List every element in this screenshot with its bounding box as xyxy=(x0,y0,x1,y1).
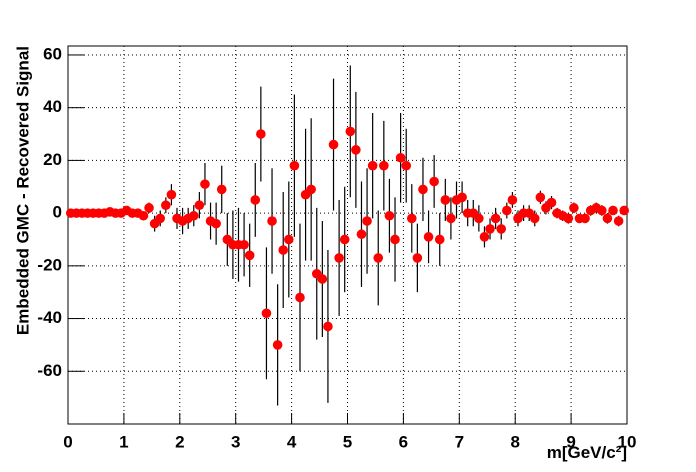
data-point xyxy=(200,179,210,189)
x-tick-label: 8 xyxy=(510,432,519,451)
data-point xyxy=(412,253,423,263)
data-point xyxy=(261,308,272,319)
data-point xyxy=(502,205,512,216)
data-point xyxy=(418,184,428,195)
data-point xyxy=(244,250,255,261)
data-point xyxy=(529,213,540,224)
data-point xyxy=(507,195,518,205)
data-point xyxy=(295,292,305,303)
data-point xyxy=(406,213,417,224)
data-point xyxy=(546,197,557,208)
data-point xyxy=(384,210,395,221)
x-tick-label: 5 xyxy=(343,432,352,451)
x-tick-label: 7 xyxy=(455,432,464,451)
data-point xyxy=(267,216,277,226)
data-point xyxy=(535,192,546,203)
data-point xyxy=(613,216,624,226)
y-tick-label: -60 xyxy=(37,361,62,380)
data-point xyxy=(440,195,451,205)
data-point xyxy=(334,253,344,263)
data-point xyxy=(446,213,456,224)
x-tick-label: 2 xyxy=(175,432,184,451)
data-point xyxy=(323,321,333,332)
y-tick-label: 0 xyxy=(53,203,62,222)
data-point xyxy=(289,160,300,171)
data-point xyxy=(317,274,328,284)
x-tick-label: 1 xyxy=(119,432,128,451)
data-point xyxy=(619,205,630,216)
data-point xyxy=(569,203,579,213)
data-point xyxy=(390,234,400,245)
y-tick-label: 60 xyxy=(43,44,62,63)
plot-frame xyxy=(67,45,628,425)
data-point xyxy=(188,210,199,221)
y-tick-label: 40 xyxy=(43,97,62,116)
data-point xyxy=(345,126,356,137)
data-point xyxy=(239,239,249,250)
data-point xyxy=(216,184,227,195)
y-tick-label: 20 xyxy=(43,150,62,169)
data-point xyxy=(306,184,316,195)
data-point xyxy=(373,253,384,263)
data-point xyxy=(490,213,501,224)
data-point xyxy=(278,245,289,255)
x-tick-label: 4 xyxy=(287,432,297,451)
x-axis-title: m[GeV/c²] xyxy=(547,443,627,462)
data-point xyxy=(356,229,367,240)
data-point xyxy=(401,160,411,171)
data-point xyxy=(144,203,154,213)
data-point xyxy=(272,340,283,350)
data-point xyxy=(211,218,221,229)
data-point xyxy=(580,213,590,224)
x-tick-label: 3 xyxy=(231,432,240,451)
data-point xyxy=(429,176,439,187)
data-point xyxy=(362,216,372,226)
data-point xyxy=(328,139,339,150)
data-point xyxy=(194,200,205,211)
data-point xyxy=(423,232,434,242)
y-axis-title: Embedded GMC - Recovered Signal xyxy=(13,46,32,335)
data-point xyxy=(379,160,389,171)
data-point xyxy=(474,213,484,224)
data-point xyxy=(608,205,618,216)
data-point xyxy=(496,224,507,234)
x-tick-label: 9 xyxy=(566,432,575,451)
data-point xyxy=(563,213,574,224)
y-tick-label: -20 xyxy=(37,255,62,274)
data-point xyxy=(485,224,495,234)
data-point xyxy=(457,192,467,203)
x-tick-label: 0 xyxy=(63,432,72,451)
data-point xyxy=(395,152,406,163)
data-point xyxy=(155,213,166,224)
data-point xyxy=(351,145,361,155)
data-point xyxy=(284,234,294,245)
data-point xyxy=(339,234,350,245)
y-tick-label: -40 xyxy=(37,308,62,327)
data-point xyxy=(166,189,177,200)
data-point xyxy=(479,232,490,242)
data-point xyxy=(434,234,445,245)
x-tick-label: 10 xyxy=(618,432,637,451)
data-point xyxy=(138,210,149,221)
data-point xyxy=(250,195,261,205)
data-point xyxy=(367,160,378,171)
data-point xyxy=(256,129,266,139)
data-point xyxy=(161,200,171,211)
data-point xyxy=(602,213,613,224)
data-point xyxy=(597,205,607,216)
x-tick-label: 6 xyxy=(399,432,408,451)
